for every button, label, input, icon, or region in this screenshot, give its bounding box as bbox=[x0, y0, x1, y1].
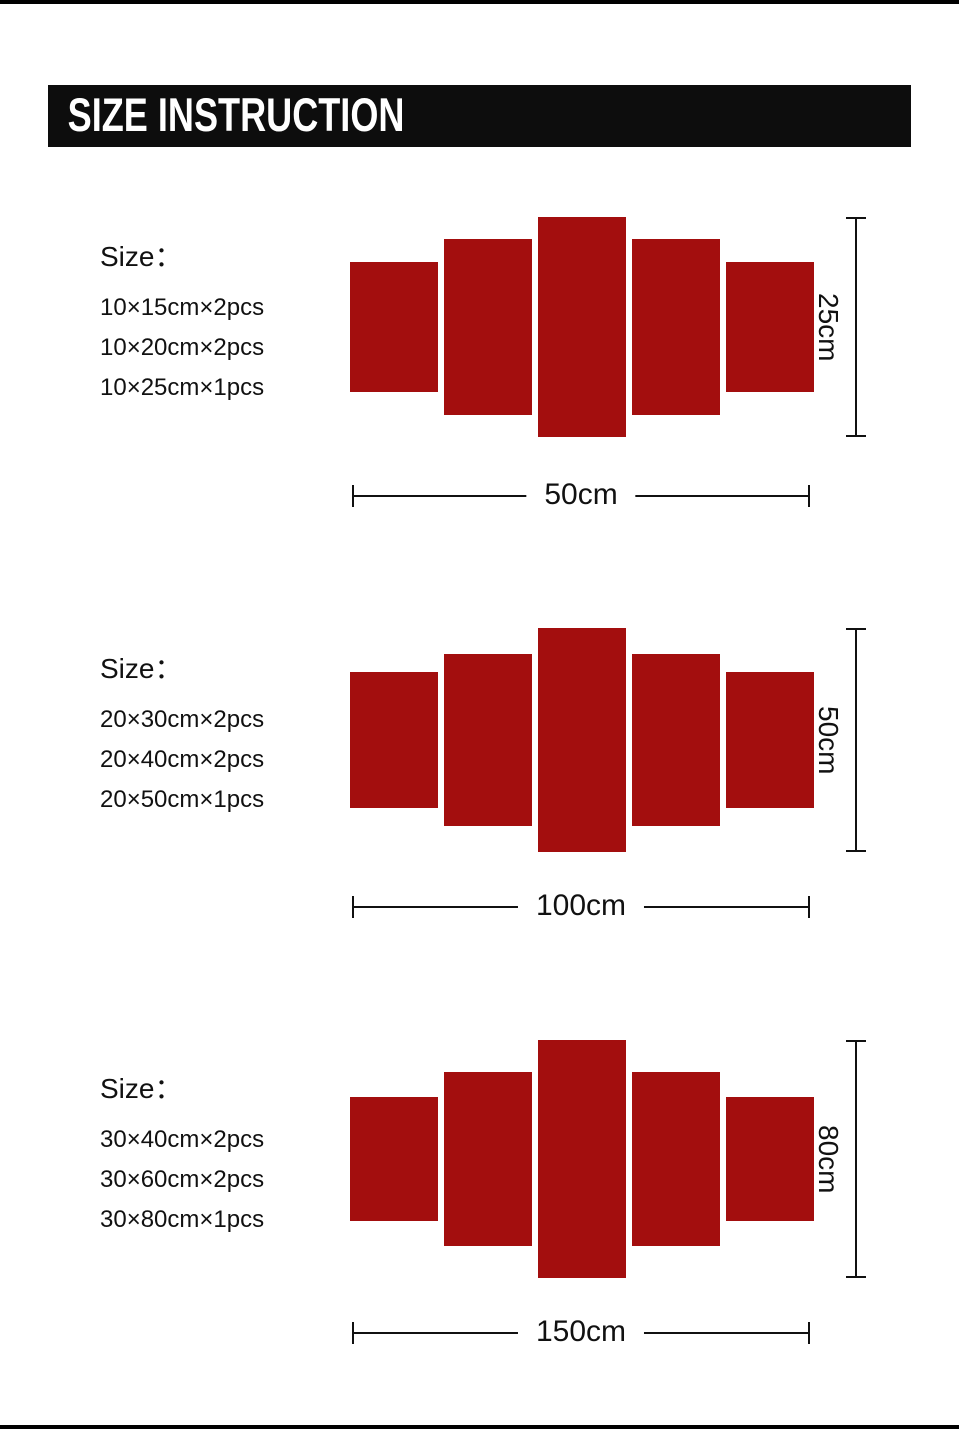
canvas-panel bbox=[726, 1097, 814, 1221]
bottom-border-line bbox=[0, 1425, 959, 1429]
piece-size-item: 20×40cm×2pcs bbox=[100, 746, 265, 773]
height-dimension-line bbox=[846, 1040, 866, 1278]
canvas-panel bbox=[726, 672, 814, 808]
canvas-panel bbox=[538, 1040, 626, 1278]
piece-size-item: 30×60cm×2pcs bbox=[100, 1166, 265, 1193]
canvas-panel-group bbox=[350, 217, 814, 437]
canvas-panel bbox=[350, 672, 438, 808]
height-dimension-line bbox=[846, 217, 866, 437]
size-label: Size： bbox=[100, 241, 183, 272]
size-spec-block: Size： 30×40cm×2pcs 30×60cm×2pcs 30×80cm×… bbox=[100, 1072, 264, 1240]
size-section-medium: Size： 20×30cm×2pcs 20×40cm×2pcs 20×50cm×… bbox=[0, 612, 959, 952]
canvas-panel bbox=[350, 262, 438, 392]
piece-size-item: 10×15cm×2pcs bbox=[100, 294, 265, 321]
canvas-panel bbox=[444, 654, 532, 826]
size-section-large: Size： 30×40cm×2pcs 30×60cm×2pcs 30×80cm×… bbox=[0, 1032, 959, 1377]
size-section-small: Size： 10×15cm×2pcs 10×20cm×2pcs 10×25cm×… bbox=[0, 200, 959, 540]
canvas-panel bbox=[444, 1072, 532, 1246]
piece-size-item: 10×25cm×1pcs bbox=[100, 374, 265, 401]
width-label: 100cm bbox=[517, 887, 645, 925]
size-spec-block: Size： 20×30cm×2pcs 20×40cm×2pcs 20×50cm×… bbox=[100, 652, 264, 820]
size-spec-block: Size： 10×15cm×2pcs 10×20cm×2pcs 10×25cm×… bbox=[100, 240, 264, 408]
width-dimension-line: 150cm bbox=[352, 1313, 810, 1351]
header-bar: SIZE INSTRUCTION bbox=[48, 85, 911, 147]
width-dimension-line: 100cm bbox=[352, 887, 810, 925]
canvas-panel bbox=[444, 239, 532, 415]
piece-size-item: 20×30cm×2pcs bbox=[100, 706, 265, 733]
canvas-panel-group bbox=[350, 628, 814, 852]
top-border-line bbox=[0, 0, 959, 4]
width-dimension-line: 50cm bbox=[352, 476, 810, 514]
piece-size-item: 30×80cm×1pcs bbox=[100, 1206, 265, 1233]
canvas-panel bbox=[538, 628, 626, 852]
height-label: 50cm bbox=[813, 705, 844, 775]
piece-size-item: 10×20cm×2pcs bbox=[100, 334, 265, 361]
page-title: SIZE INSTRUCTION bbox=[67, 89, 405, 142]
canvas-panel bbox=[632, 654, 720, 826]
canvas-panel-group bbox=[350, 1040, 814, 1278]
size-label: Size： bbox=[100, 1073, 183, 1104]
width-label: 150cm bbox=[517, 1313, 645, 1351]
canvas-panel bbox=[726, 262, 814, 392]
canvas-panel bbox=[632, 239, 720, 415]
canvas-panel bbox=[538, 217, 626, 437]
size-label: Size： bbox=[100, 653, 183, 684]
height-label: 25cm bbox=[813, 292, 844, 362]
height-label: 80cm bbox=[813, 1124, 844, 1194]
canvas-panel bbox=[632, 1072, 720, 1246]
piece-size-item: 30×40cm×2pcs bbox=[100, 1126, 265, 1153]
piece-size-item: 20×50cm×1pcs bbox=[100, 786, 265, 813]
width-label: 50cm bbox=[526, 476, 636, 514]
canvas-panel bbox=[350, 1097, 438, 1221]
height-dimension-line bbox=[846, 628, 866, 852]
